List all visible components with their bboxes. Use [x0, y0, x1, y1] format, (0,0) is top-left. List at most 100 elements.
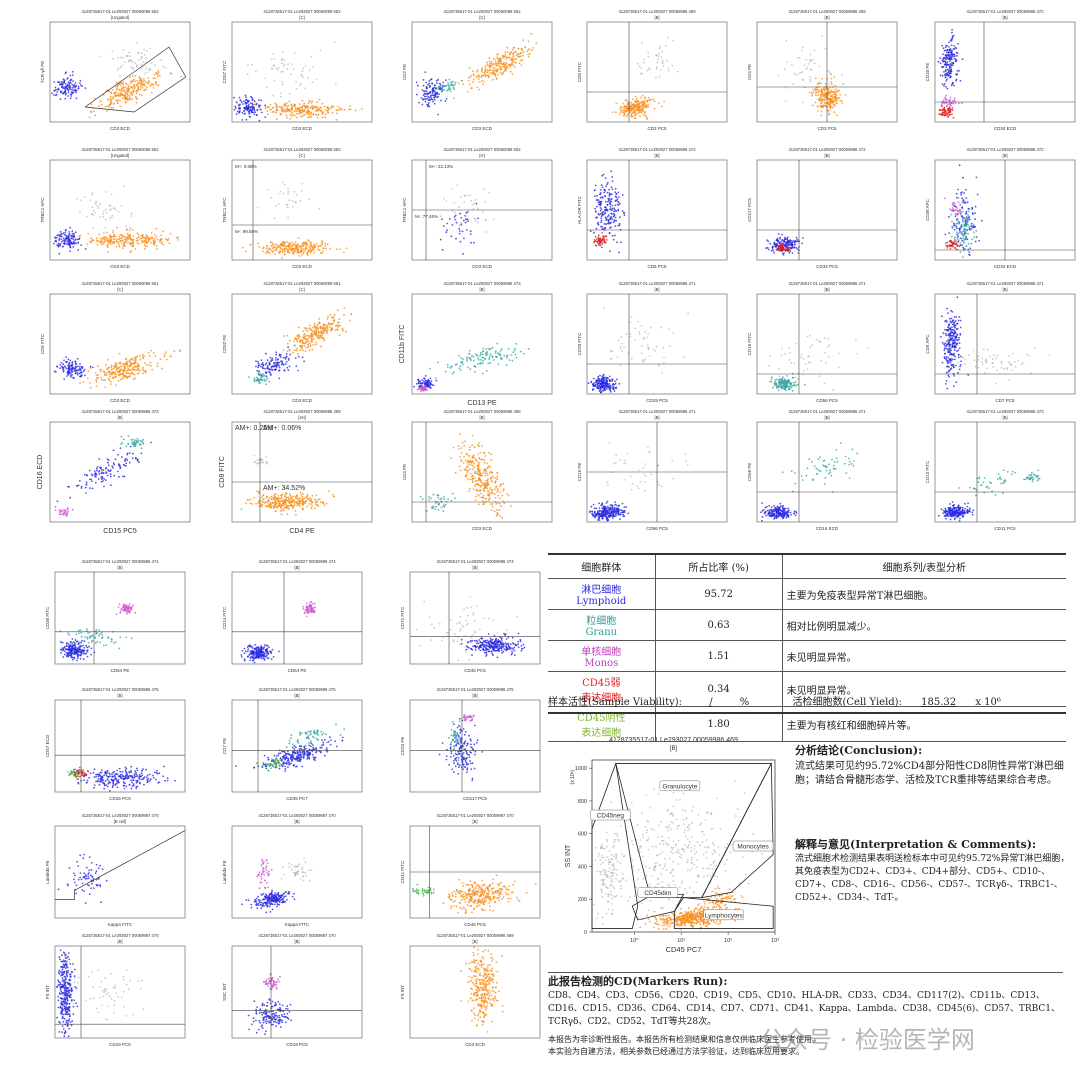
event-dot	[142, 83, 145, 85]
event-dot	[943, 71, 945, 73]
event-dot	[126, 95, 128, 98]
event-dot	[605, 208, 608, 211]
event-dot	[350, 313, 353, 316]
event-dot	[267, 248, 270, 251]
event-dot	[513, 46, 516, 49]
event-dot	[424, 98, 427, 101]
event-dot	[767, 248, 770, 251]
event-dot	[802, 237, 804, 239]
event-dot	[506, 51, 509, 54]
event-dot	[613, 383, 615, 386]
event-dot	[432, 94, 435, 97]
event-dot	[425, 389, 427, 392]
event-dot	[66, 375, 68, 377]
event-dot	[441, 248, 444, 251]
event-dot	[956, 245, 959, 247]
event-dot	[490, 62, 493, 65]
event-dot	[55, 240, 58, 243]
event-dot	[320, 240, 323, 242]
x-axis-label: CD34 ECD	[994, 126, 1017, 131]
quadrant-label: M+: 0.08%	[235, 164, 257, 169]
event-dot	[311, 81, 314, 84]
plot-frame	[586, 21, 728, 123]
event-dot	[251, 102, 254, 105]
event-dot	[825, 105, 827, 108]
event-dot	[180, 75, 183, 78]
event-dot	[130, 250, 133, 253]
event-dot	[131, 238, 133, 241]
event-dot	[306, 330, 309, 332]
event-dot	[170, 72, 173, 75]
event-dot	[322, 247, 324, 250]
event-dot	[641, 100, 644, 103]
event-dot	[829, 105, 831, 108]
event-dot	[293, 110, 296, 113]
event-dot	[301, 99, 304, 102]
event-dot	[499, 354, 502, 357]
event-dot	[641, 345, 644, 347]
event-dot	[613, 219, 616, 221]
event-dot	[947, 245, 949, 247]
event-dot	[954, 238, 956, 241]
event-dot	[127, 59, 130, 62]
flow-plot: 4128735517-01 Le293027 00060069 552[Unga…	[40, 9, 191, 131]
event-dot	[957, 197, 960, 199]
event-dot	[626, 113, 629, 115]
event-dot	[812, 91, 815, 93]
event-dot	[452, 371, 455, 374]
event-dot	[615, 219, 618, 222]
event-dot	[642, 107, 645, 110]
event-dot	[275, 118, 278, 121]
event-dot	[477, 207, 479, 210]
event-dot	[297, 237, 300, 240]
event-dot	[239, 99, 242, 102]
event-dot	[532, 47, 534, 49]
event-dot	[608, 232, 611, 235]
event-dot	[76, 371, 79, 374]
event-dot	[140, 55, 143, 58]
event-dot	[304, 333, 306, 335]
event-dot	[301, 253, 303, 256]
event-dot	[321, 250, 324, 252]
event-dot	[95, 380, 98, 383]
event-dot	[319, 244, 322, 247]
event-dot	[617, 224, 619, 227]
event-dot	[514, 50, 517, 53]
event-dot	[307, 340, 310, 343]
event-dot	[64, 231, 67, 234]
event-dot	[285, 353, 288, 355]
event-dot	[299, 111, 302, 113]
event-dot	[819, 97, 821, 99]
event-dot	[263, 374, 266, 377]
plot-header: 4128735517-01 Le293027 00060069 552	[443, 147, 521, 152]
event-dot	[67, 364, 69, 367]
event-dot	[115, 364, 118, 367]
event-dot	[84, 196, 86, 198]
event-dot	[451, 187, 454, 190]
event-dot	[119, 93, 122, 95]
event-dot	[105, 218, 107, 221]
event-dot	[824, 47, 827, 50]
event-dot	[125, 372, 128, 374]
event-dot	[951, 35, 954, 38]
event-dot	[271, 68, 273, 71]
event-dot	[950, 244, 953, 247]
event-dot	[483, 80, 485, 83]
event-dot	[106, 105, 109, 107]
event-dot	[146, 245, 149, 248]
event-dot	[594, 210, 597, 213]
event-dot	[297, 337, 300, 340]
event-dot	[322, 325, 325, 327]
event-dot	[272, 247, 274, 250]
event-dot	[517, 55, 520, 58]
event-dot	[629, 335, 632, 338]
event-dot	[76, 238, 79, 241]
event-dot	[483, 188, 486, 190]
event-dot	[959, 209, 961, 211]
event-dot	[964, 202, 967, 205]
event-dot	[248, 103, 250, 106]
event-dot	[965, 229, 968, 231]
event-dot	[530, 33, 533, 35]
event-dot	[124, 97, 126, 100]
event-dot	[470, 74, 472, 77]
